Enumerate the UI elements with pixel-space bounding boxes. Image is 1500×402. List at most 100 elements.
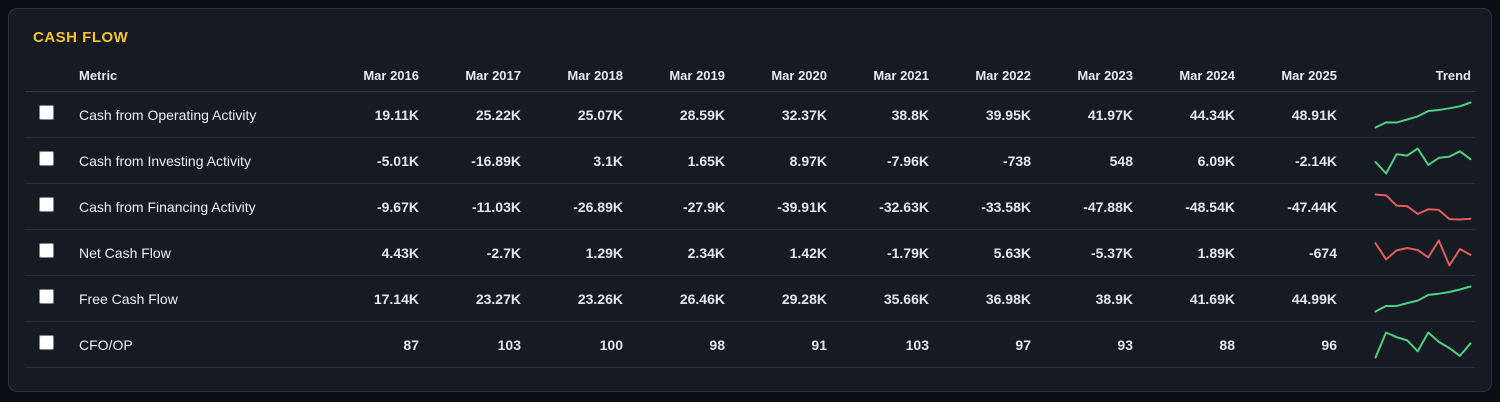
value-cell: 1.42K: [789, 244, 827, 261]
value-cell: 1.89K: [1197, 244, 1235, 261]
value-cell: -5.01K: [376, 152, 419, 169]
trend-cell: [1339, 330, 1475, 360]
value-cell: -674: [1308, 244, 1337, 261]
value-cell: 44.99K: [1291, 290, 1337, 307]
trend-sparkline: [1374, 147, 1472, 174]
value-cell: -39.91K: [777, 198, 827, 215]
trend-cell: [1339, 100, 1475, 130]
table-row: Net Cash Flow 4.43K -2.7K 1.29K 2.34K 1.42K -1…: [25, 230, 1475, 276]
year-column-header: Mar 2024: [1179, 67, 1235, 83]
value-cell: -738: [1002, 152, 1031, 169]
value-cell: 91: [811, 336, 827, 353]
year-column-header: Mar 2021: [873, 67, 929, 83]
value-cell: 36.98K: [985, 290, 1031, 307]
metric-label: Cash from Operating Activity: [79, 106, 257, 123]
value-cell: 2.34K: [687, 244, 725, 261]
value-cell: 44.34K: [1189, 106, 1235, 123]
metric-column-header: Metric: [79, 67, 118, 83]
value-cell: -26.89K: [573, 198, 623, 215]
value-cell: -48.54K: [1185, 198, 1235, 215]
value-cell: 38.8K: [891, 106, 929, 123]
checkbox-cell: [25, 288, 71, 309]
metric-label: CFO/OP: [79, 336, 133, 353]
metric-label: Cash from Financing Activity: [79, 198, 256, 215]
value-cell: 19.11K: [374, 106, 419, 123]
table-header-row: Metric Mar 2016 Mar 2017 Mar 2018 Mar 2019 M…: [25, 59, 1475, 92]
value-cell: 103: [497, 336, 521, 353]
year-column-header: Mar 2025: [1281, 67, 1337, 83]
year-column-header: Mar 2017: [465, 67, 521, 83]
value-cell: -2.7K: [486, 244, 521, 261]
trend-cell: [1339, 238, 1475, 268]
value-cell: 97: [1015, 336, 1031, 353]
metric-label: Net Cash Flow: [79, 244, 171, 261]
value-cell: -11.03K: [471, 198, 521, 215]
value-cell: -27.9K: [682, 198, 725, 215]
row-checkbox[interactable]: [39, 334, 54, 350]
trend-cell: [1339, 146, 1475, 176]
checkbox-cell: [25, 334, 71, 355]
value-cell: -7.96K: [886, 152, 929, 169]
value-cell: 39.95K: [985, 106, 1031, 123]
row-checkbox[interactable]: [39, 104, 54, 120]
metric-label: Cash from Investing Activity: [79, 152, 251, 169]
row-checkbox[interactable]: [39, 288, 54, 304]
value-cell: 1.65K: [687, 152, 725, 169]
value-cell: 8.97K: [789, 152, 827, 169]
value-cell: 28.59K: [679, 106, 725, 123]
trend-sparkline: [1374, 193, 1472, 220]
trend-sparkline: [1374, 331, 1472, 358]
table-body: Cash from Operating Activity 19.11K 25.22K…: [25, 92, 1475, 368]
metric-label: Free Cash Flow: [79, 290, 178, 307]
table-row: Cash from Operating Activity 19.11K 25.22K…: [25, 92, 1475, 138]
value-cell: -33.58K: [981, 198, 1031, 215]
table-row: Free Cash Flow 17.14K 23.27K 23.26K 26.46K 29…: [25, 276, 1475, 322]
value-cell: 6.09K: [1197, 152, 1235, 169]
trend-sparkline: [1374, 101, 1472, 128]
value-cell: 38.9K: [1095, 290, 1133, 307]
cash-flow-panel: CASH FLOW Metric Mar 2016 Mar 2017 Mar 201…: [8, 8, 1492, 392]
value-cell: -16.89K: [471, 152, 521, 169]
value-cell: 1.29K: [585, 244, 623, 261]
value-cell: -1.79K: [886, 244, 929, 261]
value-cell: 3.1K: [593, 152, 623, 169]
table-row: Cash from Investing Activity -5.01K -16.89…: [25, 138, 1475, 184]
year-column-header: Mar 2016: [363, 67, 419, 83]
trend-sparkline: [1374, 239, 1472, 266]
value-cell: 88: [1219, 336, 1235, 353]
year-column-header: Mar 2019: [669, 67, 725, 83]
row-checkbox[interactable]: [39, 196, 54, 212]
year-column-header: Mar 2018: [567, 67, 623, 83]
checkbox-cell: [25, 104, 71, 125]
value-cell: 96: [1321, 336, 1337, 353]
value-cell: -2.14K: [1294, 152, 1337, 169]
value-cell: 48.91K: [1291, 106, 1337, 123]
table-row: CFO/OP 87 103 100 98 91 103 97 93 88 96: [25, 322, 1475, 368]
value-cell: 100: [599, 336, 623, 353]
value-cell: 41.97K: [1087, 106, 1133, 123]
table-row: Cash from Financing Activity -9.67K -11.03…: [25, 184, 1475, 230]
value-cell: 23.26K: [577, 290, 623, 307]
checkbox-cell: [25, 196, 71, 217]
panel-title: CASH FLOW: [33, 29, 129, 46]
value-cell: -9.67K: [376, 198, 419, 215]
value-cell: -5.37K: [1090, 244, 1133, 261]
value-cell: 29.28K: [781, 290, 827, 307]
value-cell: 98: [709, 336, 725, 353]
value-cell: -32.63K: [879, 198, 929, 215]
value-cell: 5.63K: [993, 244, 1031, 261]
checkbox-cell: [25, 242, 71, 263]
row-checkbox[interactable]: [39, 242, 54, 258]
value-cell: 87: [403, 336, 419, 353]
value-cell: 25.22K: [475, 106, 521, 123]
trend-cell: [1339, 192, 1475, 222]
value-cell: 103: [905, 336, 929, 353]
row-checkbox[interactable]: [39, 150, 54, 166]
checkbox-cell: [25, 150, 71, 171]
value-cell: 93: [1117, 336, 1133, 353]
trend-column-header: Trend: [1435, 67, 1471, 83]
value-cell: 41.69K: [1189, 290, 1235, 307]
value-cell: 26.46K: [679, 290, 725, 307]
year-column-header: Mar 2022: [975, 67, 1031, 83]
value-cell: 32.37K: [781, 106, 827, 123]
